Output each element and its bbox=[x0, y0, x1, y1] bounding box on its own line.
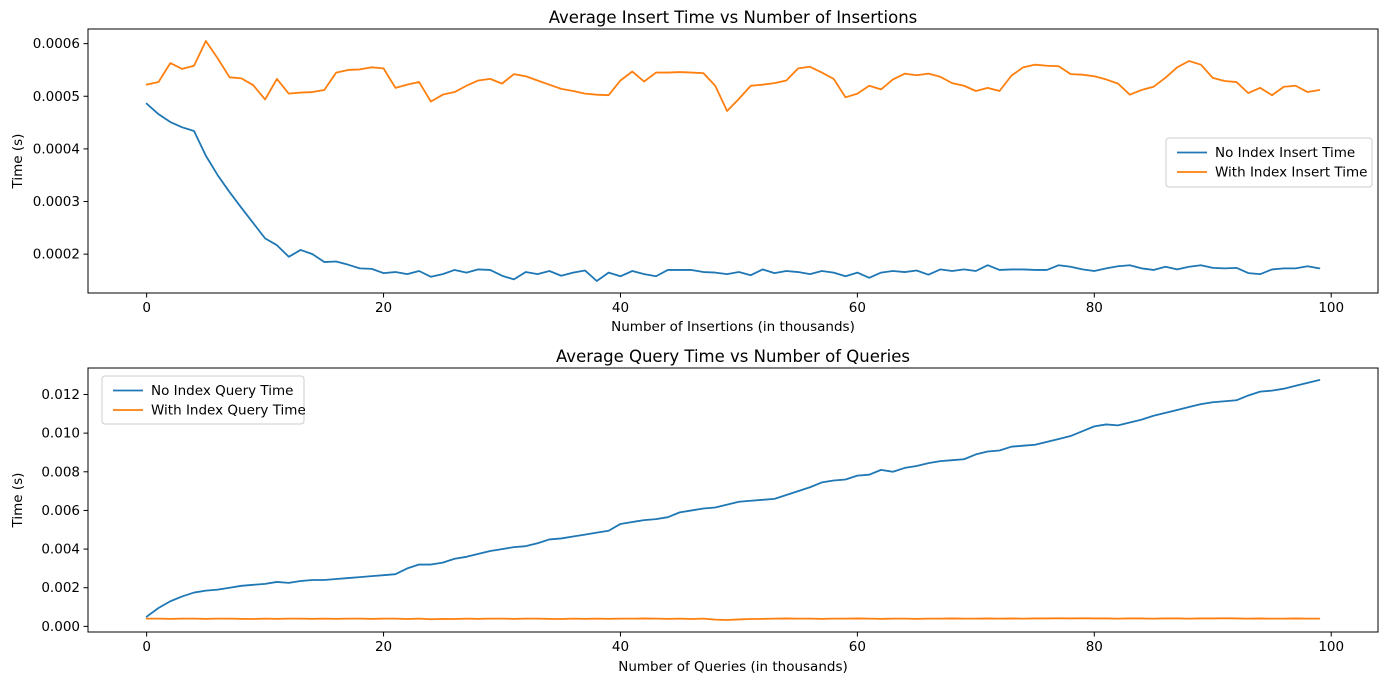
chart-average-insert-time-vs-number-of-insertions: 0 20 40 60 80 100 0.0002 0.0003 0.0004 0.0005 0.00… bbox=[10, 8, 1379, 335]
x-tick-label: 20 bbox=[375, 639, 392, 655]
line-no-index-insert-time bbox=[145, 102, 1321, 282]
y-tick-label: 0.006 bbox=[41, 503, 80, 519]
line-with-index-query-time bbox=[145, 617, 1321, 621]
x-tick-label: 40 bbox=[612, 639, 629, 655]
legend-box bbox=[1165, 137, 1373, 188]
legend-entry-label: With Index Insert Time bbox=[1215, 165, 1367, 181]
plot-border bbox=[87, 28, 1379, 294]
chart-title: Average Insert Time vs Number of Inserti… bbox=[549, 8, 918, 27]
y-axis-label: Time (s) bbox=[10, 134, 26, 190]
y-tick-label: 0.002 bbox=[41, 580, 80, 596]
chart-title: Average Query Time vs Number of Queries bbox=[556, 347, 910, 366]
y-tick-label: 0.0003 bbox=[33, 194, 80, 210]
x-tick-label: 100 bbox=[1318, 300, 1344, 316]
y-tick-label: 0.0006 bbox=[33, 36, 80, 52]
x-tick-label: 40 bbox=[612, 300, 629, 316]
y-tick-label: 0.0002 bbox=[33, 247, 80, 263]
legend: No Index Insert Time With Index Insert Ti… bbox=[1165, 137, 1373, 188]
x-axis-label: Number of Queries (in thousands) bbox=[618, 659, 848, 675]
x-tick-label: 100 bbox=[1318, 639, 1344, 655]
legend-box bbox=[101, 375, 305, 425]
legend-entry-label: No Index Query Time bbox=[151, 383, 293, 399]
x-tick-label: 0 bbox=[142, 300, 151, 316]
x-tick-label: 20 bbox=[375, 300, 392, 316]
legend-entry-label: No Index Insert Time bbox=[1215, 145, 1355, 161]
x-tick-label: 60 bbox=[849, 639, 866, 655]
plot-border bbox=[87, 367, 1379, 633]
y-tick-label: 0.012 bbox=[41, 387, 80, 403]
y-tick-label: 0.004 bbox=[41, 542, 80, 558]
line-no-index-query-time bbox=[145, 379, 1321, 618]
y-tick-label: 0.010 bbox=[41, 426, 80, 442]
y-tick-label: 0.0004 bbox=[33, 141, 80, 157]
chart-average-query-time-vs-number-of-queries: 0 20 40 60 80 100 0.000 0.002 0.004 0.006 0.008 0.0… bbox=[10, 347, 1379, 675]
y-tick-label: 0.000 bbox=[41, 619, 80, 635]
x-tick-label: 80 bbox=[1086, 639, 1103, 655]
x-tick-label: 0 bbox=[142, 639, 151, 655]
legend: No Index Query Time With Index Query Time bbox=[101, 375, 306, 425]
y-axis-label: Time (s) bbox=[10, 473, 26, 529]
line-with-index-insert-time bbox=[145, 40, 1321, 112]
legend-entry-label: With Index Query Time bbox=[151, 403, 306, 419]
x-axis-label: Number of Insertions (in thousands) bbox=[611, 319, 855, 335]
x-tick-label: 80 bbox=[1086, 300, 1103, 316]
y-tick-label: 0.008 bbox=[41, 464, 80, 480]
x-tick-label: 60 bbox=[849, 300, 866, 316]
y-tick-label: 0.0005 bbox=[33, 89, 80, 105]
